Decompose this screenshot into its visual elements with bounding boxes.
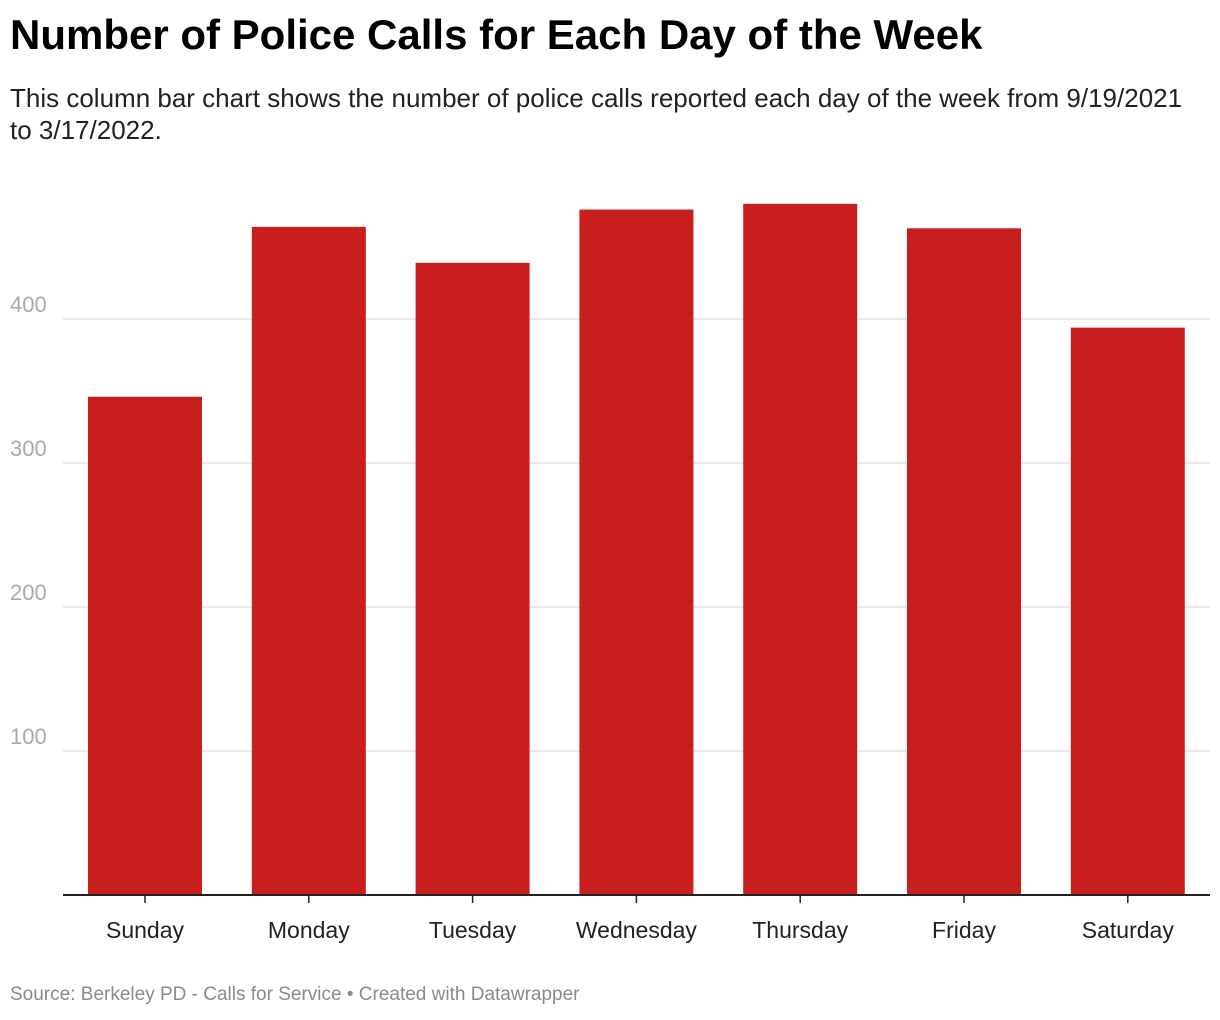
bar-tuesday	[415, 262, 530, 896]
y-tick-label: 100	[10, 724, 47, 749]
chart-title: Number of Police Calls for Each Day of t…	[10, 11, 983, 58]
x-tick-label: Saturday	[1082, 917, 1175, 943]
x-tick-label: Monday	[268, 917, 350, 943]
x-tick-label: Tuesday	[429, 917, 517, 943]
source-text: Berkeley PD - Calls for Service	[80, 984, 342, 1005]
bar-thursday	[743, 203, 858, 896]
y-tick-label: 400	[10, 292, 47, 317]
x-tick-label: Wednesday	[576, 917, 698, 943]
y-tick-label: 200	[10, 580, 47, 605]
x-tick-label: Sunday	[106, 917, 185, 943]
x-tick-label: Thursday	[752, 917, 848, 943]
x-tick-label: Friday	[932, 917, 996, 943]
bar-sunday	[88, 396, 202, 895]
bar-monday	[251, 226, 366, 896]
y-tick-label: 300	[10, 436, 47, 461]
bar-saturday	[1070, 327, 1185, 895]
chart-subtitle: This column bar chart shows the number o…	[10, 83, 1183, 145]
source-label: Source:	[10, 984, 76, 1005]
bars	[88, 203, 1185, 896]
credit-text: Created with Datawrapper	[358, 984, 580, 1005]
bar-wednesday	[579, 209, 694, 895]
footer-separator: •	[346, 984, 354, 1005]
chart-footer: Source: Berkeley PD - Calls for Service …	[10, 984, 580, 1006]
x-axis: Sunday Monday Tuesday Wednesday Thursday Frid…	[63, 894, 1210, 943]
bar-friday	[907, 228, 1021, 895]
